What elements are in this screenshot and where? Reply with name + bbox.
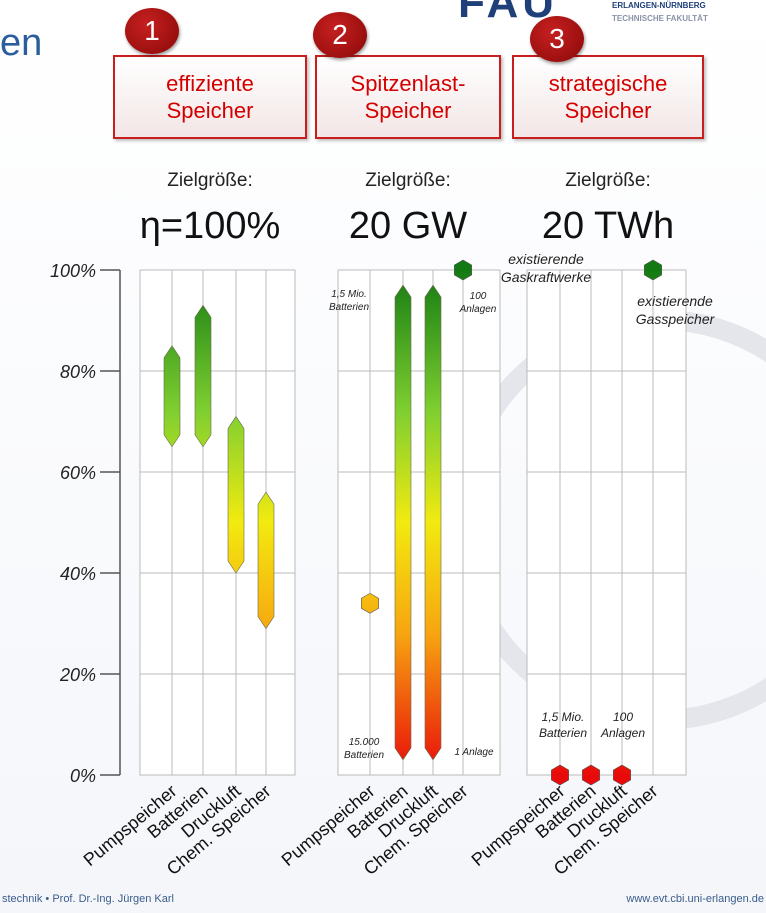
annotation: 1,5 Mio. Batterien (328, 289, 370, 313)
point-marker (644, 259, 662, 281)
annotation: 100 Anlagen (459, 291, 497, 315)
range-bar (194, 304, 212, 448)
range-bar (257, 491, 275, 630)
y-tick-label: 20% (59, 665, 96, 685)
annotation: existierende Gasspeicher (635, 293, 715, 328)
point-marker (582, 764, 600, 786)
point-marker (454, 259, 472, 281)
range-bar (394, 284, 412, 761)
panel-number: 3 (530, 16, 584, 62)
annotation: 1 Anlage (454, 747, 494, 758)
range-bar (163, 345, 181, 448)
faculty: TECHNISCHE FAKULTÄT (612, 14, 708, 23)
panel-title: Spitzenlast-Speicher (315, 55, 501, 139)
panel-number: 1 (125, 8, 179, 54)
panel-number: 2 (313, 12, 367, 58)
y-tick-label: 100% (50, 261, 96, 281)
point-marker (613, 764, 631, 786)
y-tick-label: 80% (60, 362, 96, 382)
point-marker (361, 592, 379, 614)
range-bar (227, 415, 245, 574)
footer-left: stechnik • Prof. Dr.-Ing. Jürgen Karl (2, 893, 174, 905)
y-tick-label: 40% (60, 564, 96, 584)
target-value: 20 GW (348, 205, 468, 247)
point-marker (551, 764, 569, 786)
target-label: Zielgröße: (365, 170, 451, 191)
target-value: η=100% (139, 205, 281, 247)
y-tick-label: 60% (60, 463, 96, 483)
panel-title: strategische Speicher (512, 55, 704, 139)
annotation: 1,5 Mio. Batterien (538, 710, 588, 740)
slide-title: en (0, 22, 43, 64)
university: ERLANGEN-NÜRNBERG (612, 1, 706, 10)
annotation: 15.000 Batterien (343, 737, 385, 761)
range-bar (424, 284, 442, 761)
plot-area (526, 269, 687, 776)
target-label: Zielgröße: (167, 170, 253, 191)
annotation: 100 Anlagen (600, 710, 646, 740)
footer-right: www.evt.cbi.uni-erlangen.de (626, 893, 764, 905)
panel-title: effiziente Speicher (113, 55, 307, 139)
annotation: existierende Gaskraftwerke (500, 251, 592, 286)
target-label: Zielgröße: (565, 170, 651, 191)
plot-area (337, 269, 501, 776)
target-value: 20 TWh (541, 205, 675, 247)
y-tick-label: 0% (70, 766, 96, 786)
